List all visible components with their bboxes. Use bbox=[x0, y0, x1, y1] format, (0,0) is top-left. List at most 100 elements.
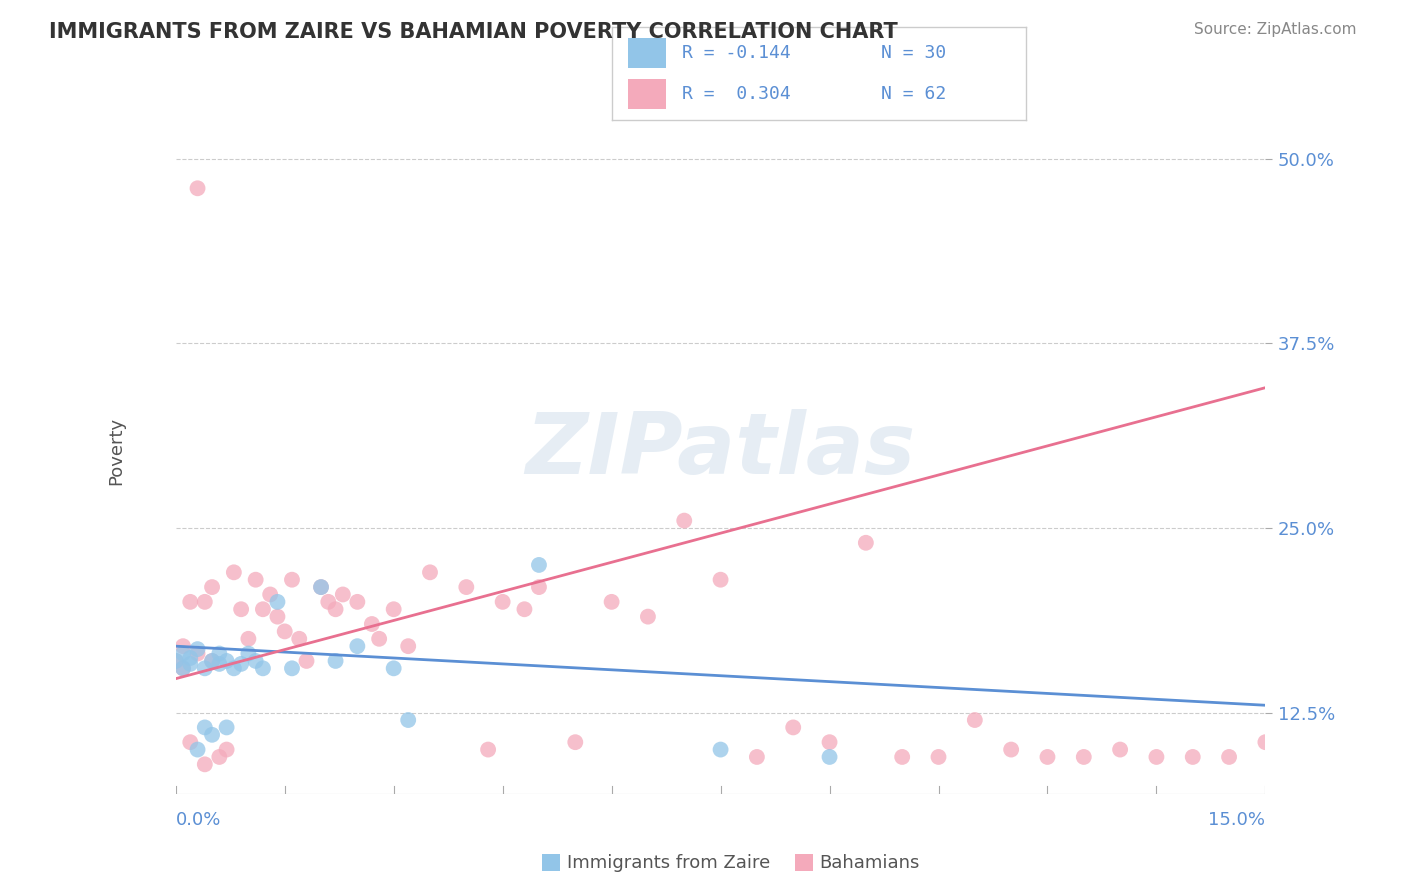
Text: IMMIGRANTS FROM ZAIRE VS BAHAMIAN POVERTY CORRELATION CHART: IMMIGRANTS FROM ZAIRE VS BAHAMIAN POVERT… bbox=[49, 22, 898, 42]
Point bbox=[186, 742, 209, 756]
Point bbox=[1036, 750, 1059, 764]
Point bbox=[1327, 750, 1350, 764]
Point bbox=[245, 654, 267, 668]
Point bbox=[513, 602, 536, 616]
Text: R =  0.304: R = 0.304 bbox=[682, 86, 790, 103]
Point bbox=[172, 639, 194, 653]
Point bbox=[208, 647, 231, 661]
Point bbox=[179, 651, 201, 665]
Point bbox=[477, 742, 499, 756]
Point bbox=[222, 661, 245, 675]
Point bbox=[346, 595, 368, 609]
Text: ZIPatlas: ZIPatlas bbox=[526, 409, 915, 492]
Text: Poverty: Poverty bbox=[107, 417, 125, 484]
Point bbox=[194, 595, 217, 609]
Point bbox=[1218, 750, 1240, 764]
Point bbox=[201, 728, 224, 742]
Point bbox=[215, 720, 238, 734]
Point bbox=[368, 632, 391, 646]
Point bbox=[172, 647, 194, 661]
Point bbox=[710, 742, 733, 756]
Point bbox=[186, 642, 209, 657]
Point bbox=[710, 573, 733, 587]
Point bbox=[309, 580, 332, 594]
Point bbox=[492, 595, 515, 609]
Point bbox=[231, 657, 253, 671]
Point bbox=[527, 558, 550, 572]
Point bbox=[231, 602, 253, 616]
Point bbox=[928, 750, 950, 764]
Point bbox=[325, 602, 347, 616]
Point bbox=[201, 654, 224, 668]
Point bbox=[179, 657, 201, 671]
Text: Bahamians: Bahamians bbox=[820, 854, 920, 871]
Point bbox=[165, 654, 187, 668]
Point bbox=[179, 595, 201, 609]
Point bbox=[194, 757, 217, 772]
Point bbox=[382, 602, 405, 616]
Point bbox=[252, 602, 274, 616]
Point bbox=[456, 580, 478, 594]
Point bbox=[208, 750, 231, 764]
Point bbox=[1146, 750, 1168, 764]
FancyBboxPatch shape bbox=[796, 854, 813, 871]
Point bbox=[281, 661, 304, 675]
Point bbox=[201, 654, 224, 668]
Point bbox=[266, 595, 288, 609]
Point bbox=[1181, 750, 1204, 764]
FancyBboxPatch shape bbox=[543, 854, 560, 871]
Point bbox=[382, 661, 405, 675]
Point bbox=[238, 647, 260, 661]
FancyBboxPatch shape bbox=[628, 79, 665, 109]
Point bbox=[527, 580, 550, 594]
Point bbox=[360, 617, 382, 632]
Point bbox=[194, 661, 217, 675]
Point bbox=[186, 647, 209, 661]
Point bbox=[396, 713, 419, 727]
Point bbox=[745, 750, 768, 764]
Point bbox=[215, 742, 238, 756]
Point bbox=[600, 595, 623, 609]
Point bbox=[215, 654, 238, 668]
Point bbox=[309, 580, 332, 594]
Point bbox=[318, 595, 340, 609]
Point bbox=[818, 735, 841, 749]
Point bbox=[818, 750, 841, 764]
Point bbox=[238, 632, 260, 646]
Point bbox=[245, 573, 267, 587]
Point bbox=[637, 609, 659, 624]
Point bbox=[396, 639, 419, 653]
Point bbox=[673, 514, 696, 528]
Point bbox=[782, 720, 804, 734]
Point bbox=[1254, 735, 1277, 749]
Point bbox=[1073, 750, 1095, 764]
Point bbox=[274, 624, 297, 639]
Point bbox=[172, 661, 194, 675]
Point bbox=[172, 661, 194, 675]
Point bbox=[222, 566, 245, 580]
Point bbox=[1291, 742, 1313, 756]
Point bbox=[891, 750, 914, 764]
Point bbox=[1000, 742, 1022, 756]
Point bbox=[295, 654, 318, 668]
Point bbox=[179, 735, 201, 749]
Point bbox=[855, 535, 877, 549]
Point bbox=[194, 720, 217, 734]
Point bbox=[208, 657, 231, 671]
Point bbox=[963, 713, 986, 727]
Point bbox=[281, 573, 304, 587]
Point bbox=[419, 566, 441, 580]
Text: Source: ZipAtlas.com: Source: ZipAtlas.com bbox=[1194, 22, 1357, 37]
Point bbox=[186, 181, 209, 195]
Text: Immigrants from Zaire: Immigrants from Zaire bbox=[567, 854, 770, 871]
Text: R = -0.144: R = -0.144 bbox=[682, 44, 790, 62]
Point bbox=[1109, 742, 1132, 756]
Text: 0.0%: 0.0% bbox=[176, 811, 221, 829]
Point bbox=[346, 639, 368, 653]
FancyBboxPatch shape bbox=[628, 38, 665, 68]
Point bbox=[266, 609, 288, 624]
Text: N = 30: N = 30 bbox=[882, 44, 946, 62]
Text: N = 62: N = 62 bbox=[882, 86, 946, 103]
Point bbox=[564, 735, 586, 749]
Text: 15.0%: 15.0% bbox=[1208, 811, 1265, 829]
